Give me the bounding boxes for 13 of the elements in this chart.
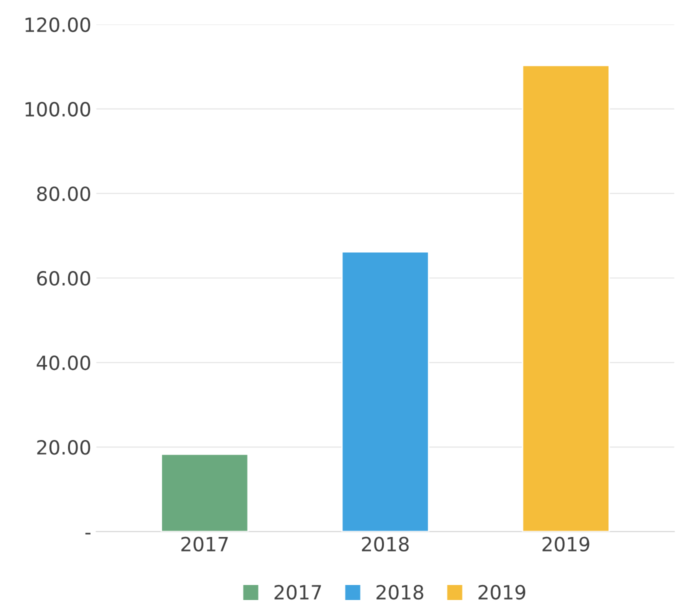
legend-label: 2018 [376,584,424,600]
y-tick-label: 40.00 [36,355,90,370]
x-tick-label: 2018 [362,536,409,552]
y-tick-label: 120.00 [26,17,90,32]
y-tick-label: - [85,532,91,534]
y-tick-label: 60.00 [37,270,90,286]
y-tick-label: 20.00 [37,440,90,455]
y-tick-label: 100.00 [26,102,90,117]
legend-label: 2019 [478,584,526,600]
x-tick-label: 2019 [542,536,590,552]
y-tick-label: 80.00 [37,186,90,202]
x-tick-label: 2017 [181,536,228,552]
legend-label: 2017 [274,584,321,600]
